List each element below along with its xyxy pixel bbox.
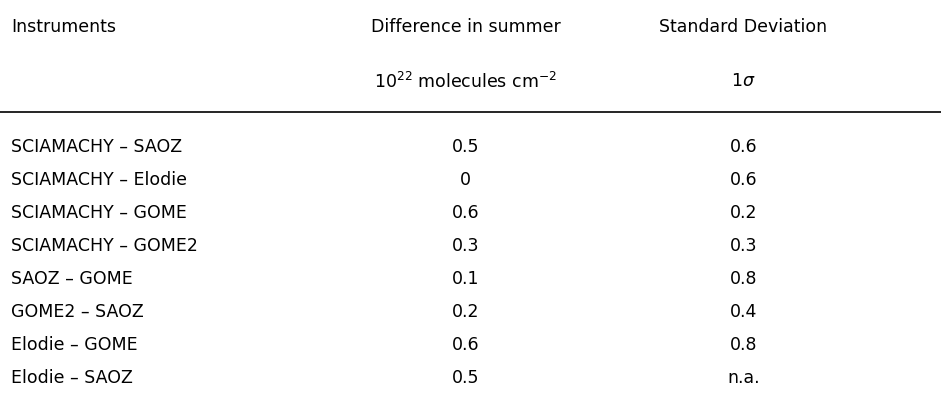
Text: 0.2: 0.2 bbox=[452, 303, 480, 321]
Text: 0.6: 0.6 bbox=[729, 171, 758, 189]
Text: Elodie – GOME: Elodie – GOME bbox=[11, 336, 138, 354]
Text: Instruments: Instruments bbox=[11, 18, 117, 36]
Text: GOME2 – SAOZ: GOME2 – SAOZ bbox=[11, 303, 144, 321]
Text: SAOZ – GOME: SAOZ – GOME bbox=[11, 270, 133, 288]
Text: 0.6: 0.6 bbox=[452, 336, 480, 354]
Text: 0.3: 0.3 bbox=[452, 237, 480, 255]
Text: $1\sigma$: $1\sigma$ bbox=[731, 72, 756, 90]
Text: SCIAMACHY – GOME2: SCIAMACHY – GOME2 bbox=[11, 237, 199, 255]
Text: $10^{22}$ molecules cm$^{-2}$: $10^{22}$ molecules cm$^{-2}$ bbox=[375, 72, 557, 92]
Text: 0.5: 0.5 bbox=[452, 138, 480, 156]
Text: n.a.: n.a. bbox=[727, 369, 759, 387]
Text: SCIAMACHY – GOME: SCIAMACHY – GOME bbox=[11, 204, 187, 222]
Text: 0.8: 0.8 bbox=[729, 270, 758, 288]
Text: Elodie – SAOZ: Elodie – SAOZ bbox=[11, 369, 134, 387]
Text: SCIAMACHY – Elodie: SCIAMACHY – Elodie bbox=[11, 171, 187, 189]
Text: Difference in summer: Difference in summer bbox=[371, 18, 561, 36]
Text: 0: 0 bbox=[460, 171, 471, 189]
Text: 0.1: 0.1 bbox=[452, 270, 480, 288]
Text: Standard Deviation: Standard Deviation bbox=[660, 18, 827, 36]
Text: 0.4: 0.4 bbox=[729, 303, 758, 321]
Text: 0.2: 0.2 bbox=[729, 204, 758, 222]
Text: 0.3: 0.3 bbox=[729, 237, 758, 255]
Text: 0.8: 0.8 bbox=[729, 336, 758, 354]
Text: SCIAMACHY – SAOZ: SCIAMACHY – SAOZ bbox=[11, 138, 183, 156]
Text: 0.6: 0.6 bbox=[729, 138, 758, 156]
Text: 0.6: 0.6 bbox=[452, 204, 480, 222]
Text: 0.5: 0.5 bbox=[452, 369, 480, 387]
